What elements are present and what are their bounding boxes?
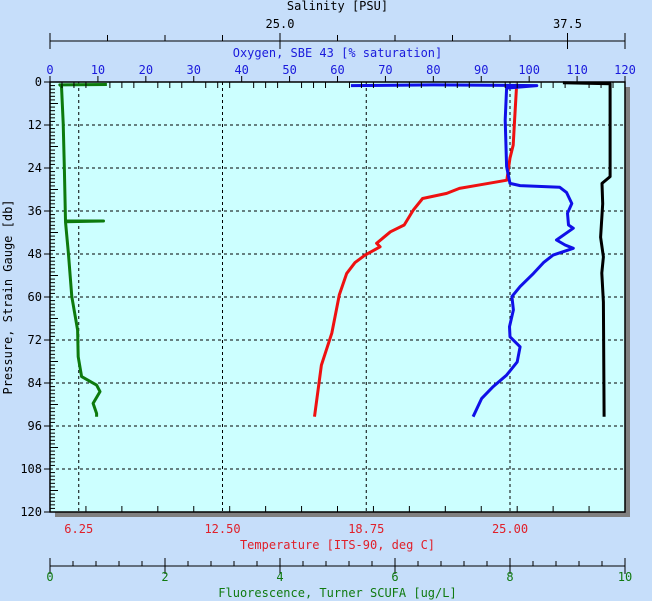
salinity-tick-label: 37.5	[553, 17, 582, 31]
y-tick-label: 0	[35, 75, 42, 89]
oxygen-tick-label: 30	[187, 63, 201, 77]
temperature-tick-label: 25.00	[492, 522, 528, 536]
y-tick-label: 24	[28, 161, 42, 175]
series-line-salinity	[562, 81, 612, 417]
y-tick-label: 96	[28, 419, 42, 433]
series-line-oxygen	[350, 83, 575, 418]
y-tick-label: 12	[28, 118, 42, 132]
y-tick-label: 120	[20, 505, 42, 519]
series-line-temperature	[313, 83, 519, 417]
y-tick-label: 72	[28, 333, 42, 347]
fluorescence-tick-label: 0	[46, 570, 53, 584]
oxygen-tick-label: 0	[46, 63, 53, 77]
oxygen-tick-label: 90	[474, 63, 488, 77]
series-line-fluorescence	[58, 83, 107, 417]
oxygen-tick-label: 80	[426, 63, 440, 77]
y-tick-label: 60	[28, 290, 42, 304]
oxygen-tick-label: 10	[91, 63, 105, 77]
oxygen-tick-label: 70	[378, 63, 392, 77]
fluorescence-tick-label: 10	[618, 570, 632, 584]
fluorescence-tick-label: 4	[276, 570, 283, 584]
oxygen-axis-title: Oxygen, SBE 43 [% saturation]	[233, 46, 443, 60]
y-tick-label: 48	[28, 247, 42, 261]
oxygen-tick-label: 50	[282, 63, 296, 77]
oxygen-tick-label: 40	[234, 63, 248, 77]
y-tick-label: 36	[28, 204, 42, 218]
fluorescence-tick-label: 8	[506, 570, 513, 584]
oxygen-tick-label: 60	[330, 63, 344, 77]
oxygen-tick-label: 120	[614, 63, 636, 77]
oxygen-tick-label: 110	[566, 63, 588, 77]
y-axis-title: Pressure, Strain Gauge [db]	[1, 199, 15, 394]
y-tick-label: 84	[28, 376, 42, 390]
oxygen-tick-label: 100	[518, 63, 540, 77]
fluorescence-axis-title: Fluorescence, Turner SCUFA [ug/L]	[218, 586, 456, 600]
salinity-axis-title: Salinity [PSU]	[287, 0, 388, 13]
temperature-tick-label: 12.50	[204, 522, 240, 536]
temperature-axis-title: Temperature [ITS-90, deg C]	[240, 538, 435, 552]
salinity-tick-label: 25.0	[266, 17, 295, 31]
temperature-tick-label: 18.75	[348, 522, 384, 536]
y-tick-label: 108	[20, 462, 42, 476]
oxygen-tick-label: 20	[139, 63, 153, 77]
fluorescence-tick-label: 2	[161, 570, 168, 584]
fluorescence-tick-label: 6	[391, 570, 398, 584]
temperature-tick-label: 6.25	[64, 522, 93, 536]
